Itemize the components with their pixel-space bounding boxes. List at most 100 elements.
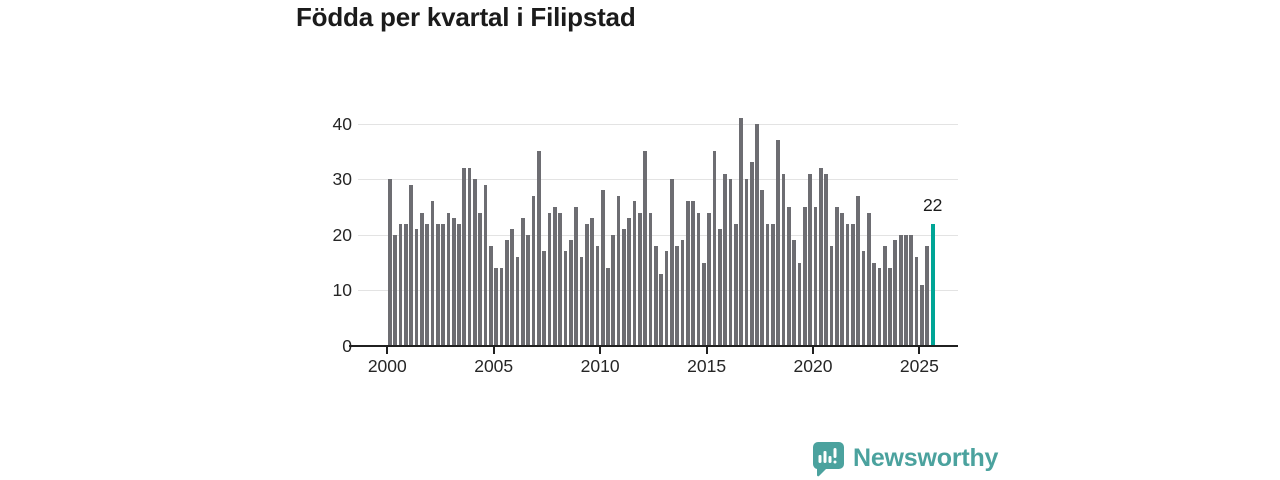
bar [521,218,525,346]
bar [403,223,408,346]
bar [797,262,802,346]
bar [494,268,499,346]
x-tick-label: 2015 [687,356,727,376]
bar [584,223,589,346]
bar [755,123,759,346]
bar [473,179,477,346]
bar [536,151,541,346]
bar [638,212,642,346]
x-tick-label: 2010 [580,356,620,376]
x-tick-label: 2005 [474,356,514,376]
bar [829,245,834,346]
bar [388,179,392,346]
bar [813,206,818,346]
gridline [358,179,958,181]
bar [409,184,413,346]
bar [478,212,483,346]
bar [664,251,669,346]
bar [787,206,791,346]
bar [595,245,600,346]
bar [904,234,908,347]
bar [850,223,855,346]
bar [701,262,706,346]
bar [462,168,467,346]
bar [733,223,738,346]
bar [803,206,807,346]
bar [765,223,770,346]
x-tick [812,347,814,355]
bar [659,273,664,346]
gridline [358,290,958,292]
bar [872,262,876,346]
x-tick [918,347,921,355]
x-tick [599,347,602,355]
x-tick [492,347,495,355]
bar [425,223,429,346]
gridline [358,234,958,236]
bar [808,173,813,346]
bar [531,195,536,346]
bar [515,257,520,346]
bar [925,245,930,346]
bar [680,240,685,346]
bar [563,251,568,346]
newsworthy-wordmark: Newsworthy [853,444,999,472]
x-tick-label: 2020 [793,356,833,376]
bar [877,268,882,346]
bar [526,234,531,347]
x-tick-label: 2000 [367,356,407,376]
y-tick-label: 10 [332,280,352,301]
bar [568,240,573,346]
bar [670,179,674,346]
bar [675,245,680,346]
newsworthy-logo[interactable]: Newsworthy [810,440,998,477]
bar [712,151,717,346]
bar [866,212,871,346]
bar [457,223,461,346]
bar [430,201,435,346]
y-tick-label: 40 [332,113,352,134]
bar [776,140,781,346]
chart-title: Födda per kvartal i Filipstad [296,2,636,32]
bar [739,117,743,346]
bar [499,268,504,346]
bar [505,240,509,346]
bar [616,195,621,346]
bar [606,268,610,346]
x-tick-label: 2025 [899,356,939,376]
bar [824,173,828,346]
bar [600,190,605,347]
bar [590,218,594,346]
bar [723,173,727,346]
bar [685,201,690,346]
bar [888,268,892,346]
bar [414,229,419,346]
bar [771,223,775,346]
bar [393,234,397,347]
bar [542,251,546,346]
bar [483,184,488,346]
bar [632,201,637,346]
bar [691,201,695,346]
bar [489,245,493,346]
bar [398,223,403,346]
bar [744,179,749,346]
bar [446,212,451,346]
bar [627,218,632,346]
bar [728,179,733,346]
bar [707,212,711,346]
bar [451,218,456,346]
bar [574,206,578,346]
bar [611,234,616,347]
bar-highlighted [930,223,936,346]
bar [914,257,919,346]
bar [441,223,445,346]
bar [579,257,584,346]
bar [558,212,562,346]
bar [781,173,786,346]
bar [898,234,903,347]
bar [845,223,850,346]
y-tick-label: 0 [342,336,352,356]
bar [792,240,797,346]
bar [552,206,557,346]
